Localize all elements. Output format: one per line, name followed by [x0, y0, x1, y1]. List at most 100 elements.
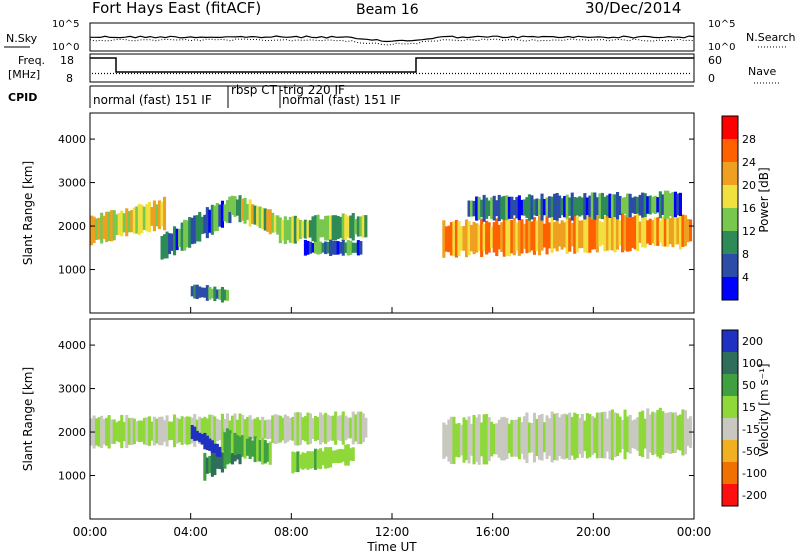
power-cell-band7	[565, 194, 569, 219]
power-cell-band2	[205, 285, 209, 301]
power-cell-band7	[678, 192, 682, 216]
power-cell-band7	[543, 199, 547, 216]
noise-tick-bottom-left: 10^0	[52, 42, 79, 53]
power-cell-band4	[308, 220, 312, 238]
velocity-cell-band5	[673, 412, 677, 453]
velocity-cell-band0	[135, 421, 139, 442]
velocity-cell-band0	[306, 412, 310, 445]
velocity-cell-band5	[449, 416, 453, 465]
velocity-cell-band1	[210, 449, 214, 477]
noise-tick-top-left: 10^5	[52, 19, 79, 30]
velocity-cell-band0	[238, 413, 242, 446]
power-cell-band1	[163, 234, 167, 259]
power-cell-band0	[125, 208, 129, 237]
velocity-cell-band5	[663, 413, 667, 453]
power-cell-band3	[263, 208, 267, 231]
velocity-cell-band5	[444, 424, 448, 457]
power-cell-band7	[507, 196, 511, 219]
velocity-cell-band5	[590, 415, 594, 456]
velocity-cell-band4	[195, 430, 199, 441]
power-cell-band6	[512, 217, 516, 256]
power-cell-band4	[291, 216, 295, 244]
velocity-cell-band2	[248, 436, 252, 459]
power-cell-band7	[563, 196, 567, 218]
power-cell-band6	[520, 219, 524, 254]
power-cell-band3	[261, 207, 265, 230]
power-cell-band3	[243, 198, 247, 224]
velocity-colorbar-tick: 200	[742, 335, 763, 348]
cpid-mode-4: normal (fast) 151 IF	[282, 93, 401, 107]
power-cell-band7	[520, 199, 524, 216]
power-cell-band1	[218, 204, 222, 227]
power-cell-band6	[623, 214, 627, 251]
date-label: 30/Dec/2014	[585, 0, 681, 17]
power-cell-band6	[676, 217, 680, 245]
power-cell-band6	[492, 222, 496, 253]
velocity-cell-band0	[140, 420, 144, 442]
power-cell-band0	[100, 212, 104, 244]
velocity-cell-band3	[314, 448, 318, 470]
velocity-cell-band3	[326, 447, 330, 469]
velocity-cell-band0	[359, 411, 363, 445]
velocity-cell-band4	[200, 434, 204, 445]
power-cell-band4	[288, 216, 292, 243]
velocity-colorbar-label: Velocity [m s⁻¹]	[757, 363, 771, 456]
power-cell-band5	[336, 241, 340, 255]
velocity-cell-band5	[540, 413, 544, 461]
velocity-cell-band0	[253, 418, 257, 441]
power-cell-band6	[522, 223, 526, 249]
power-cell-band6	[550, 217, 554, 253]
velocity-cell-band1	[228, 447, 232, 464]
velocity-cell-band2	[225, 428, 229, 456]
power-cell-band5	[331, 240, 335, 255]
power-cell-band6	[558, 223, 562, 247]
velocity-cell-band2	[253, 436, 257, 463]
power-cell-band7	[668, 193, 672, 216]
power-cell-band4	[306, 220, 310, 238]
velocity-cell-band0	[341, 411, 345, 445]
velocity-cell-band1	[213, 449, 217, 476]
power-cell-band6	[578, 220, 582, 249]
velocity-cell-band5	[510, 419, 514, 457]
power-cell-band3	[273, 215, 277, 233]
power-cell-band4	[283, 216, 287, 245]
velocity-cell-band5	[641, 410, 645, 458]
power-cell-band6	[618, 220, 622, 246]
power-cell-band6	[613, 213, 617, 253]
power-cell-band7	[497, 194, 501, 222]
velocity-cell-band0	[283, 414, 287, 444]
power-cell-band6	[505, 217, 509, 256]
velocity-cell-band2	[256, 438, 260, 462]
power-cell-band6	[653, 217, 657, 246]
power-cell-band1	[198, 211, 202, 242]
velocity-cell-band0	[213, 416, 217, 444]
velocity-cell-band0	[326, 414, 330, 442]
velocity-cell-band1	[208, 456, 212, 474]
power-cell-band6	[656, 217, 660, 246]
velocity-cell-band4	[190, 425, 194, 440]
power-cell-band7	[492, 195, 496, 221]
power-cell-band6	[661, 216, 665, 247]
velocity-cell-band2	[243, 434, 247, 459]
power-cell-band6	[643, 216, 647, 248]
power-cell-band7	[658, 191, 662, 219]
power-cell-band6	[565, 215, 569, 254]
power-cell-band0	[130, 210, 134, 233]
velocity-cell-band5	[530, 423, 534, 453]
power-cell-band7	[555, 193, 559, 221]
velocity-cell-band5	[656, 409, 660, 457]
power-cell-band5	[303, 239, 307, 256]
velocity-cell-band5	[643, 418, 647, 449]
velocity-cell-band5	[507, 423, 511, 454]
power-cell-band5	[341, 239, 345, 256]
velocity-cell-band0	[298, 412, 302, 445]
velocity-cell-band3	[303, 453, 307, 469]
power-y-axis-label: Slant Range [km]	[21, 161, 35, 265]
velocity-cell-band5	[621, 420, 625, 449]
noise-tick-top-right: 10^5	[708, 19, 735, 30]
velocity-cell-band5	[648, 414, 652, 453]
power-cell-band0	[117, 213, 121, 236]
velocity-cell-band4	[193, 426, 197, 441]
power-cell-band6	[563, 222, 567, 248]
power-cell-band6	[631, 217, 635, 248]
